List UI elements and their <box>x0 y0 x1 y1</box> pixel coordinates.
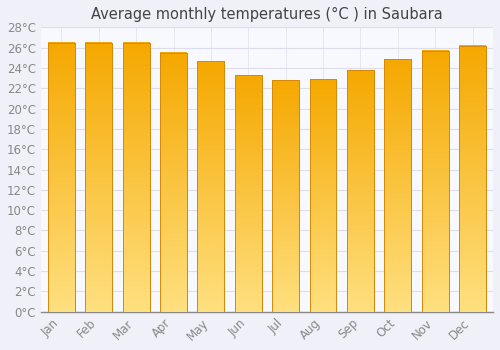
Bar <box>86 43 112 312</box>
Bar <box>272 80 299 312</box>
Bar <box>48 43 75 312</box>
Bar <box>235 75 262 312</box>
Bar <box>422 51 448 312</box>
Bar <box>160 53 187 312</box>
Bar <box>235 75 262 312</box>
Bar <box>123 43 150 312</box>
Bar <box>347 70 374 312</box>
Bar <box>198 61 224 312</box>
Bar <box>198 61 224 312</box>
Title: Average monthly temperatures (°C ) in Saubara: Average monthly temperatures (°C ) in Sa… <box>91 7 443 22</box>
Bar <box>272 80 299 312</box>
Bar <box>459 46 486 312</box>
Bar <box>310 79 336 312</box>
Bar <box>459 46 486 312</box>
Bar <box>310 79 336 312</box>
Bar <box>123 43 150 312</box>
Bar <box>384 59 411 312</box>
Bar <box>86 43 112 312</box>
Bar <box>48 43 75 312</box>
Bar <box>422 51 448 312</box>
Bar <box>384 59 411 312</box>
Bar <box>347 70 374 312</box>
Bar <box>160 53 187 312</box>
